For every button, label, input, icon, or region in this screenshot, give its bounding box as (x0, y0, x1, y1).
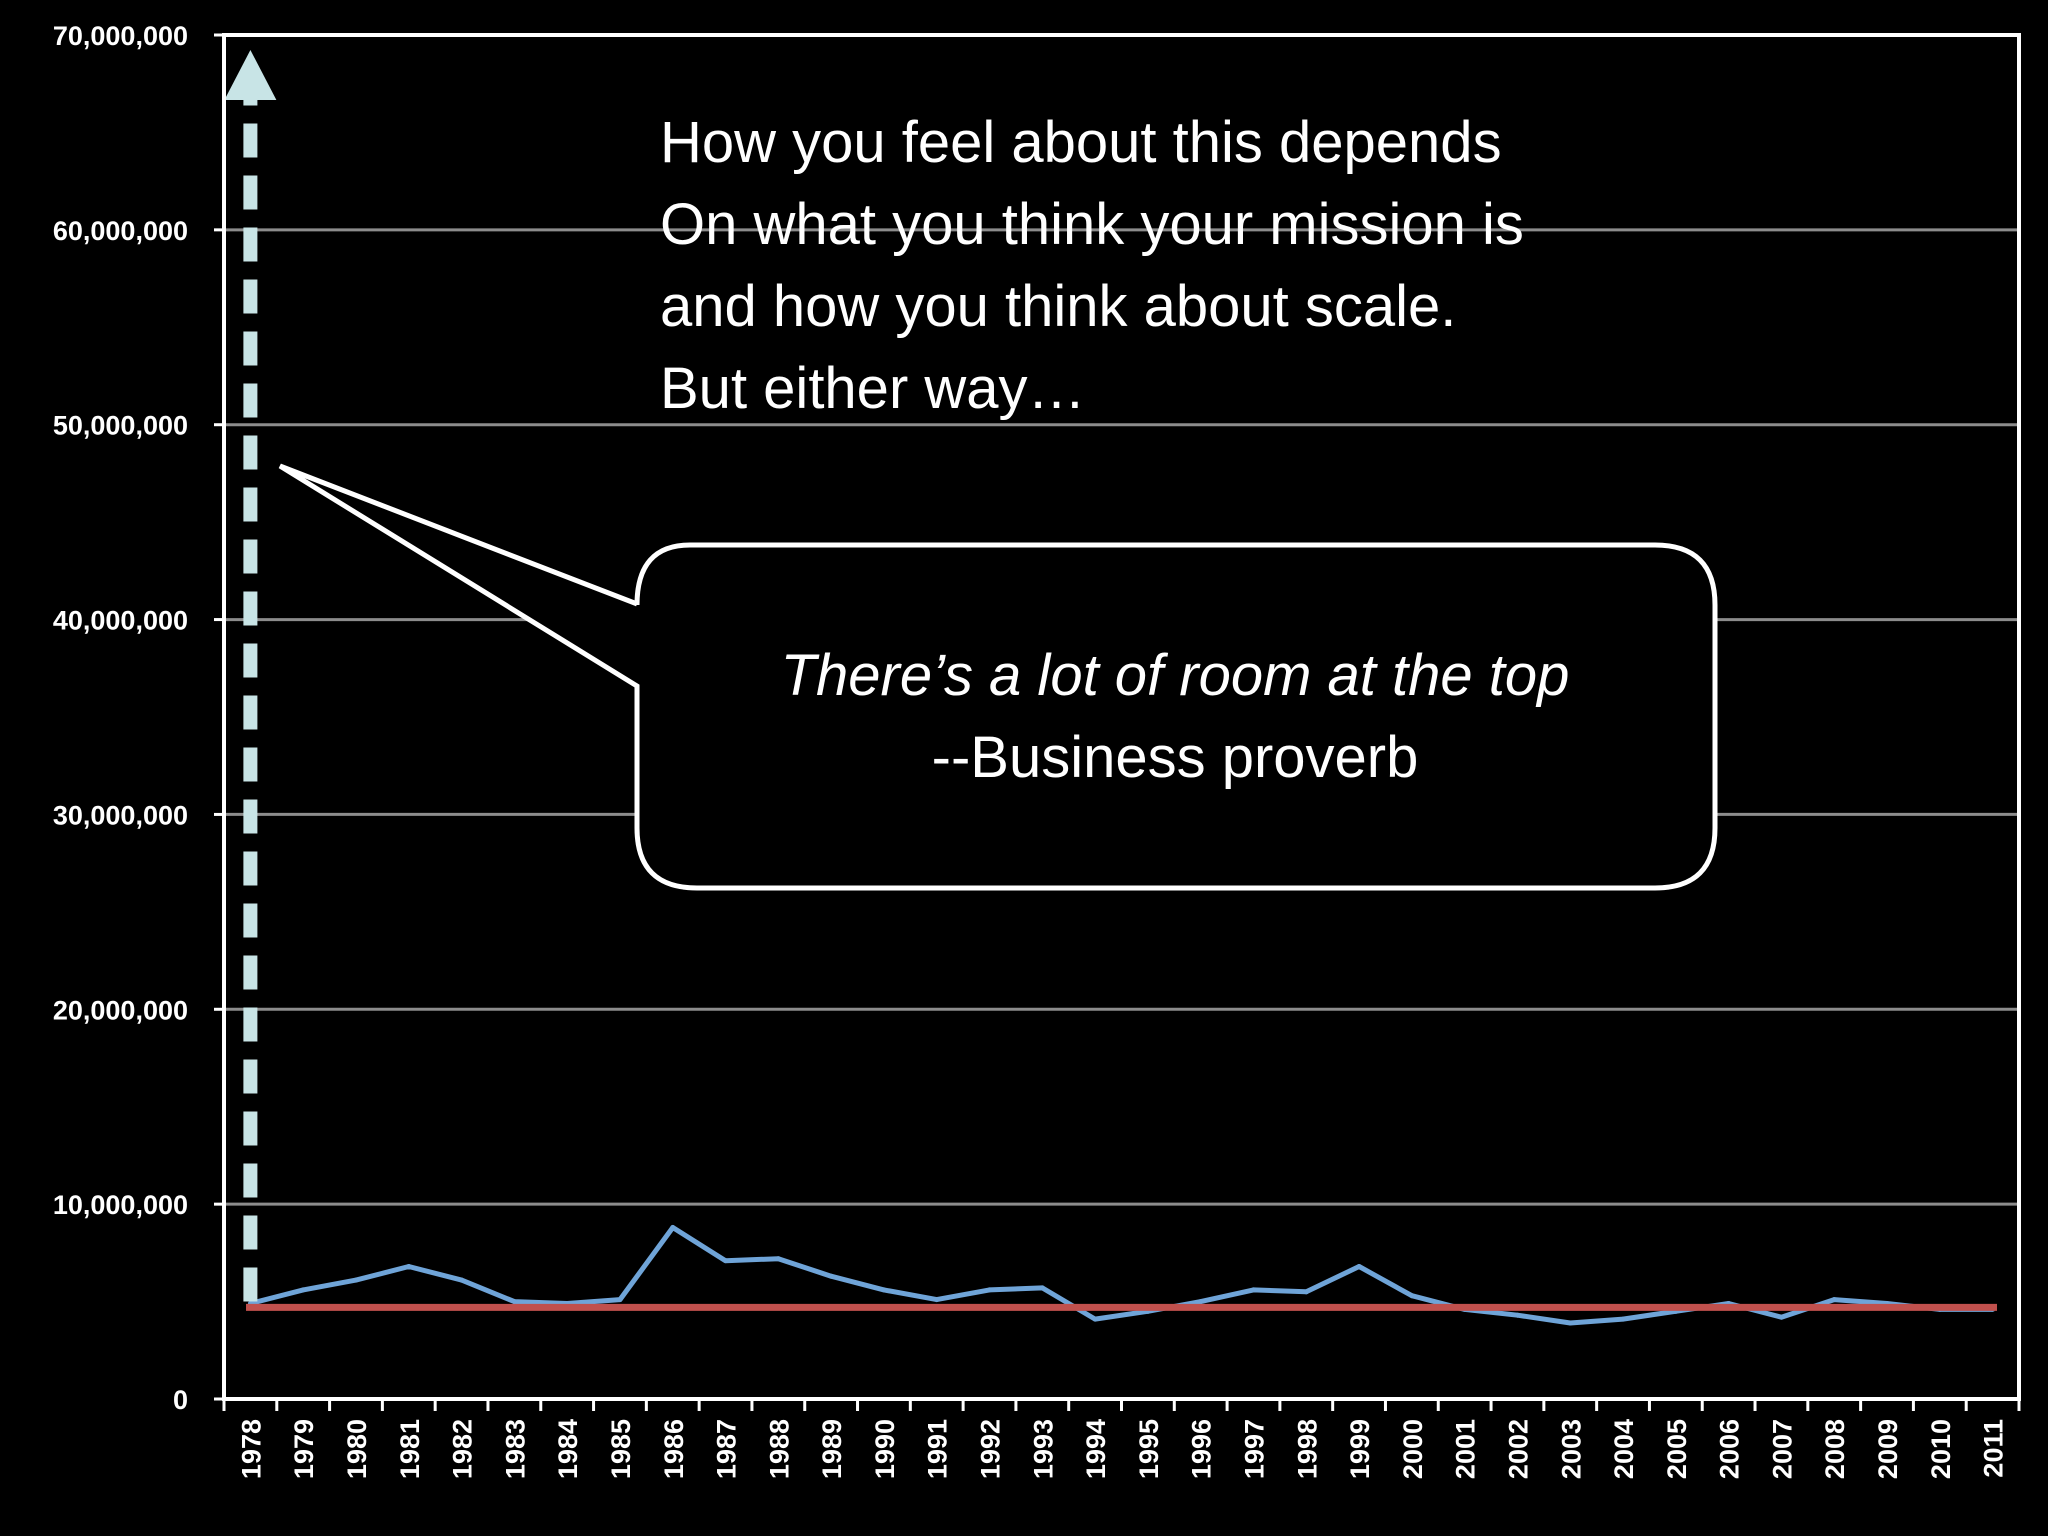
x-tick-label-2009: 2009 (1873, 1419, 1903, 1479)
data-point-1982 (459, 1277, 465, 1283)
x-tick-label-1997: 1997 (1239, 1419, 1269, 1479)
data-point-1979 (300, 1287, 306, 1293)
data-point-1999 (1356, 1263, 1362, 1269)
x-tick-label-2008: 2008 (1820, 1419, 1850, 1479)
data-point-1986 (670, 1225, 676, 1231)
callout-shape (278, 463, 1718, 891)
y-tick-label-6: 60,000,000 (53, 216, 188, 246)
x-tick-label-1993: 1993 (1028, 1419, 1058, 1479)
data-point-1993 (1039, 1285, 1045, 1291)
data-point-1983 (511, 1299, 517, 1305)
data-point-1996 (1198, 1299, 1204, 1305)
y-tick-label-5: 50,000,000 (53, 411, 188, 441)
x-tick-label-1994: 1994 (1081, 1419, 1111, 1479)
data-point-1980 (353, 1277, 359, 1283)
y-tick-label-3: 30,000,000 (53, 800, 188, 830)
x-tick-label-2001: 2001 (1451, 1419, 1481, 1479)
callout-attribution: --Business proverb (931, 725, 1419, 790)
data-point-1990 (881, 1287, 887, 1293)
top-note-line-1: How you feel about this depends (660, 110, 1502, 175)
y-tick-label-0: 0 (173, 1385, 188, 1415)
x-tick-label-2010: 2010 (1926, 1419, 1956, 1479)
data-point-1988 (775, 1256, 781, 1262)
x-tick-label-1981: 1981 (395, 1419, 425, 1479)
y-tick-label-4: 40,000,000 (53, 606, 188, 636)
data-point-1992 (987, 1287, 993, 1293)
x-tick-label-1980: 1980 (342, 1419, 372, 1479)
data-point-2000 (1409, 1293, 1415, 1299)
data-point-1998 (1303, 1289, 1309, 1295)
data-point-1987 (723, 1258, 729, 1264)
top-note-line-4: But either way… (660, 356, 1086, 421)
x-tick-label-2006: 2006 (1715, 1419, 1745, 1479)
y-tick-label-7: 70,000,000 (53, 21, 188, 51)
data-point-2002 (1514, 1312, 1520, 1318)
x-tick-label-1987: 1987 (712, 1419, 742, 1479)
data-point-2008 (1831, 1297, 1837, 1303)
y-tick-label-2: 20,000,000 (53, 995, 188, 1025)
data-point-2007 (1778, 1314, 1784, 1320)
plot-area-frame (222, 33, 2021, 1401)
x-tick-label-1990: 1990 (870, 1419, 900, 1479)
x-tick-label-2002: 2002 (1503, 1419, 1533, 1479)
data-point-1981 (406, 1263, 412, 1269)
callout-text: There’s a lot of room at the top --Busin… (640, 635, 1710, 799)
data-point-1985 (617, 1297, 623, 1303)
x-tick-label-1991: 1991 (923, 1419, 953, 1479)
x-tick-label-1982: 1982 (448, 1419, 478, 1479)
data-point-1997 (1250, 1287, 1256, 1293)
top-note-line-3: and how you think about scale. (660, 274, 1457, 339)
x-tick-label-1978: 1978 (236, 1419, 266, 1479)
x-tick-label-2011: 2011 (1979, 1419, 2009, 1478)
x-tick-label-2003: 2003 (1556, 1419, 1586, 1479)
x-tick-label-1983: 1983 (500, 1419, 530, 1479)
y-axis-tick-labels: 0 10,000,000 20,000,000 30,000,000 40,000,00… (53, 21, 188, 1415)
x-tick-label-2000: 2000 (1398, 1419, 1428, 1479)
x-tick-label-2005: 2005 (1662, 1419, 1692, 1479)
x-tick-label-1996: 1996 (1187, 1419, 1217, 1479)
data-point-2004 (1620, 1316, 1626, 1322)
top-note-text: How you feel about this depends On what … (660, 102, 1760, 430)
x-tick-label-1979: 1979 (289, 1419, 319, 1479)
callout-quote: There’s a lot of room at the top (780, 643, 1570, 708)
x-tick-label-1985: 1985 (606, 1419, 636, 1479)
x-axis-tick-labels: 1978 1979 1980 1981 1982 1983 1984 1985 1986 1987… (236, 1419, 2008, 1479)
top-note-line-2: On what you think your mission is (660, 192, 1524, 257)
data-point-1994 (1092, 1316, 1098, 1322)
data-point-1991 (934, 1297, 940, 1303)
x-tick-label-1988: 1988 (764, 1419, 794, 1479)
x-tick-label-1986: 1986 (659, 1419, 689, 1479)
x-tick-label-1995: 1995 (1134, 1419, 1164, 1479)
x-tick-label-1999: 1999 (1345, 1419, 1375, 1479)
dashed-arrow (224, 50, 277, 1302)
x-tick-label-1992: 1992 (976, 1419, 1006, 1479)
y-tick-label-1: 10,000,000 (53, 1190, 188, 1220)
x-tick-label-2004: 2004 (1609, 1419, 1639, 1479)
arrow-head (224, 50, 277, 100)
x-tick-label-2007: 2007 (1767, 1419, 1797, 1479)
data-point-1989 (828, 1273, 834, 1279)
callout-bubble (278, 463, 1718, 891)
x-tick-label-1989: 1989 (817, 1419, 847, 1479)
x-tick-label-1998: 1998 (1292, 1419, 1322, 1479)
data-point-2003 (1567, 1320, 1573, 1326)
x-tick-label-1984: 1984 (553, 1419, 583, 1479)
